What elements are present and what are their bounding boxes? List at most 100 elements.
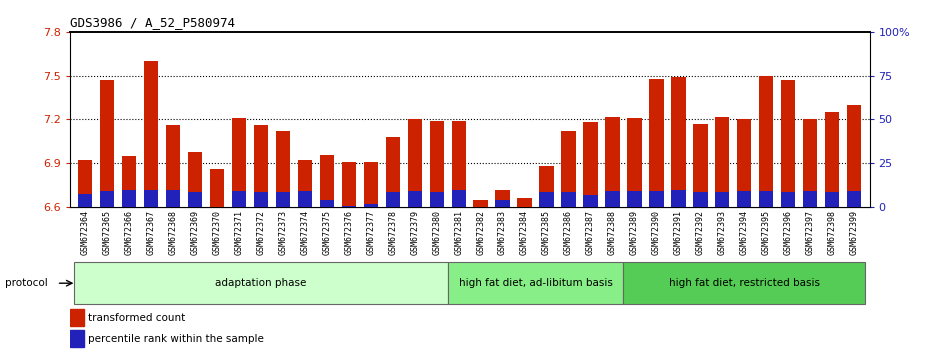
- Bar: [166, 125, 180, 207]
- Bar: [122, 156, 136, 207]
- Text: percentile rank within the sample: percentile rank within the sample: [88, 333, 264, 343]
- Text: GSM672378: GSM672378: [388, 210, 397, 255]
- Bar: [496, 200, 510, 207]
- Bar: [364, 162, 378, 207]
- Bar: [693, 193, 708, 207]
- Bar: [210, 169, 224, 207]
- Text: GSM672374: GSM672374: [300, 210, 310, 255]
- Bar: [341, 206, 356, 207]
- Bar: [539, 193, 553, 207]
- Bar: [562, 193, 576, 207]
- Bar: [623, 262, 865, 304]
- Text: GSM672370: GSM672370: [212, 210, 221, 255]
- Bar: [649, 191, 664, 207]
- Bar: [70, 309, 84, 326]
- Bar: [628, 118, 642, 207]
- Bar: [715, 193, 729, 207]
- Bar: [144, 190, 158, 207]
- Bar: [298, 160, 312, 207]
- Text: GSM672368: GSM672368: [168, 210, 178, 255]
- Text: GSM672377: GSM672377: [366, 210, 376, 255]
- Bar: [539, 166, 553, 207]
- Text: protocol: protocol: [5, 278, 47, 288]
- Bar: [430, 121, 444, 207]
- Bar: [781, 80, 795, 207]
- Text: GSM672395: GSM672395: [762, 210, 771, 255]
- Bar: [407, 119, 422, 207]
- Bar: [275, 131, 290, 207]
- Bar: [188, 152, 202, 207]
- Bar: [781, 193, 795, 207]
- Text: GSM672396: GSM672396: [784, 210, 792, 255]
- Text: GSM672398: GSM672398: [828, 210, 837, 255]
- Bar: [583, 122, 598, 207]
- Text: GSM672373: GSM672373: [278, 210, 287, 255]
- Bar: [649, 79, 664, 207]
- Text: GSM672397: GSM672397: [805, 210, 815, 255]
- Text: transformed count: transformed count: [88, 313, 185, 323]
- Bar: [275, 193, 290, 207]
- Text: high fat diet, ad-libitum basis: high fat diet, ad-libitum basis: [458, 278, 613, 288]
- Text: GSM672365: GSM672365: [102, 210, 112, 255]
- Bar: [847, 191, 861, 207]
- Bar: [452, 190, 466, 207]
- Bar: [671, 190, 685, 207]
- Bar: [628, 191, 642, 207]
- Text: GSM672382: GSM672382: [476, 210, 485, 255]
- Text: GSM672386: GSM672386: [564, 210, 573, 255]
- Bar: [737, 119, 751, 207]
- Text: GSM672389: GSM672389: [630, 210, 639, 255]
- Bar: [737, 191, 751, 207]
- Bar: [78, 160, 92, 207]
- Bar: [74, 262, 447, 304]
- Text: GSM672381: GSM672381: [454, 210, 463, 255]
- Bar: [804, 191, 817, 207]
- Text: GSM672394: GSM672394: [739, 210, 749, 255]
- Bar: [825, 112, 840, 207]
- Text: GSM672393: GSM672393: [718, 210, 727, 255]
- Text: GSM672388: GSM672388: [608, 210, 617, 255]
- Text: GSM672385: GSM672385: [542, 210, 551, 255]
- Bar: [188, 193, 202, 207]
- Text: GSM672383: GSM672383: [498, 210, 507, 255]
- Bar: [825, 193, 840, 207]
- Text: adaptation phase: adaptation phase: [215, 278, 307, 288]
- Bar: [144, 61, 158, 207]
- Bar: [605, 191, 619, 207]
- Bar: [407, 191, 422, 207]
- Bar: [605, 116, 619, 207]
- Text: GSM672375: GSM672375: [323, 210, 331, 255]
- Text: GSM672391: GSM672391: [674, 210, 683, 255]
- Bar: [100, 80, 114, 207]
- Bar: [759, 191, 774, 207]
- Bar: [386, 193, 400, 207]
- Text: GSM672399: GSM672399: [850, 210, 858, 255]
- Bar: [517, 198, 532, 207]
- Text: GSM672372: GSM672372: [257, 210, 265, 255]
- Bar: [78, 194, 92, 207]
- Bar: [232, 118, 246, 207]
- Text: GSM672379: GSM672379: [410, 210, 419, 255]
- Bar: [430, 193, 444, 207]
- Bar: [320, 200, 334, 207]
- Text: high fat diet, restricted basis: high fat diet, restricted basis: [669, 278, 820, 288]
- Bar: [166, 190, 180, 207]
- Bar: [364, 204, 378, 207]
- Bar: [496, 190, 510, 207]
- Text: GSM672380: GSM672380: [432, 210, 441, 255]
- Bar: [320, 154, 334, 207]
- Bar: [804, 119, 817, 207]
- Text: GSM672376: GSM672376: [344, 210, 353, 255]
- Bar: [473, 200, 487, 207]
- Bar: [386, 137, 400, 207]
- Bar: [341, 162, 356, 207]
- Bar: [671, 77, 685, 207]
- Bar: [715, 116, 729, 207]
- Bar: [447, 262, 623, 304]
- Bar: [100, 191, 114, 207]
- Bar: [70, 330, 84, 347]
- Bar: [693, 124, 708, 207]
- Bar: [583, 195, 598, 207]
- Text: GDS3986 / A_52_P580974: GDS3986 / A_52_P580974: [70, 16, 234, 29]
- Text: GSM672384: GSM672384: [520, 210, 529, 255]
